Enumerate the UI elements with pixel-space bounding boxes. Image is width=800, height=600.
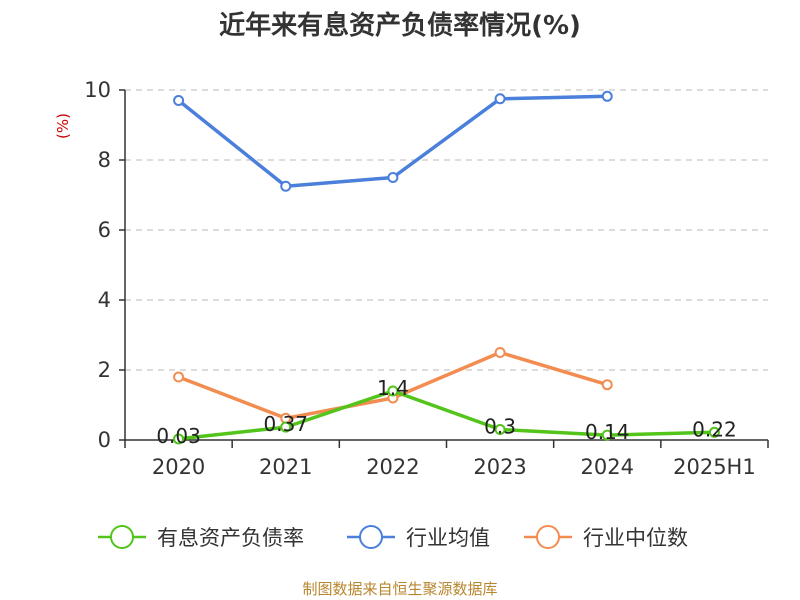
x-tick-label: 2022 <box>366 455 419 479</box>
data-point <box>173 433 185 445</box>
data-point <box>387 172 399 183</box>
legend-label: 行业均值 <box>406 526 490 550</box>
legend[interactable]: 有息资产负债率 行业均值 行业中位数 <box>98 525 688 550</box>
x-tick-label: 2021 <box>259 455 312 479</box>
data-label: 0.14 <box>585 420 630 444</box>
source-note: 制图数据来自恒生聚源数据库 <box>302 580 497 598</box>
y-tick-label: 2 <box>98 358 111 382</box>
data-label: 0.03 <box>156 424 201 448</box>
y-tick-label: 4 <box>98 288 111 312</box>
legend-swatch-marker <box>110 525 134 549</box>
data-label: 0.37 <box>263 412 308 436</box>
data-point <box>601 379 613 391</box>
y-tick-label: 6 <box>98 218 111 242</box>
legend-item[interactable]: 行业中位数 <box>524 525 688 550</box>
data-point <box>601 429 613 441</box>
chart-title: 近年来有息资产负债率情况(%) <box>219 10 581 41</box>
legend-item[interactable]: 有息资产负债率 <box>98 525 304 550</box>
legend-swatch-marker <box>536 525 560 549</box>
axes: 0 2 4 6 8 10 2020 2021 2022 2023 2024 2025H1 <box>84 78 769 479</box>
y-tick-label: 10 <box>84 78 111 102</box>
y-tick-label: 0 <box>98 428 111 452</box>
legend-item[interactable]: 行业均值 <box>347 525 490 550</box>
data-point <box>494 424 506 435</box>
x-tick-label: 2023 <box>473 455 526 479</box>
data-point <box>280 421 292 433</box>
data-label: 1.4 <box>377 376 409 400</box>
legend-swatch-marker <box>359 525 383 549</box>
data-point <box>601 90 613 102</box>
x-tick-label: 2025H1 <box>673 455 756 479</box>
legend-label: 行业中位数 <box>583 526 688 550</box>
data-point <box>173 95 185 106</box>
data-point <box>387 385 399 397</box>
data-label: 0.22 <box>692 417 737 441</box>
data-point <box>494 347 506 358</box>
legend-label: 有息资产负债率 <box>157 526 304 550</box>
series-lines <box>173 90 720 445</box>
series-line <box>176 389 717 441</box>
data-point <box>494 93 506 105</box>
x-tick-label: 2024 <box>581 455 634 479</box>
gridlines <box>125 89 768 371</box>
data-point <box>280 180 292 192</box>
data-label: 0.3 <box>484 415 516 439</box>
y-tick-label: 8 <box>98 148 111 172</box>
data-point <box>708 426 720 438</box>
data-point <box>173 371 185 383</box>
x-tick-label: 2020 <box>152 455 205 479</box>
y-axis-unit: (%) <box>54 113 72 139</box>
data-labels: 0.03 0.37 1.4 0.3 0.14 0.22 <box>156 376 736 448</box>
